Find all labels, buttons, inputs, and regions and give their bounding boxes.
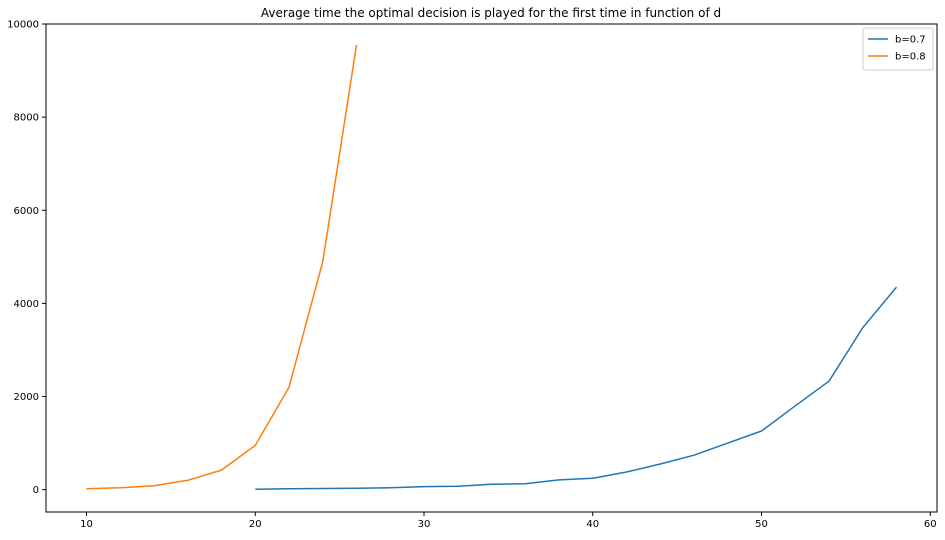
legend-label: b=0.8 <box>895 52 926 63</box>
y-tick-label: 8000 <box>14 113 39 124</box>
y-tick-label: 10000 <box>7 20 39 31</box>
y-tick-label: 0 <box>33 485 39 496</box>
y-tick-label: 6000 <box>14 206 39 217</box>
y-tick-label: 4000 <box>14 299 39 310</box>
x-tick-label: 20 <box>249 519 262 530</box>
chart-title: Average time the optimal decision is pla… <box>261 6 721 20</box>
series-line-1 <box>255 286 898 490</box>
x-tick-label: 30 <box>418 519 431 530</box>
x-tick-label: 10 <box>80 519 93 530</box>
legend: b=0.7 b=0.8 <box>862 27 934 71</box>
x-tick-label: 40 <box>586 519 599 530</box>
y-tick-label: 2000 <box>14 392 39 403</box>
series-layer <box>86 44 898 490</box>
plot-area-frame <box>45 23 938 513</box>
x-axis: 10 20 30 40 50 60 <box>80 512 937 530</box>
x-tick-label: 50 <box>755 519 768 530</box>
legend-label: b=0.7 <box>895 35 926 46</box>
y-axis: 0 2000 4000 6000 8000 10000 <box>7 20 46 496</box>
x-tick-label: 60 <box>924 519 937 530</box>
series-line-2 <box>86 44 358 490</box>
